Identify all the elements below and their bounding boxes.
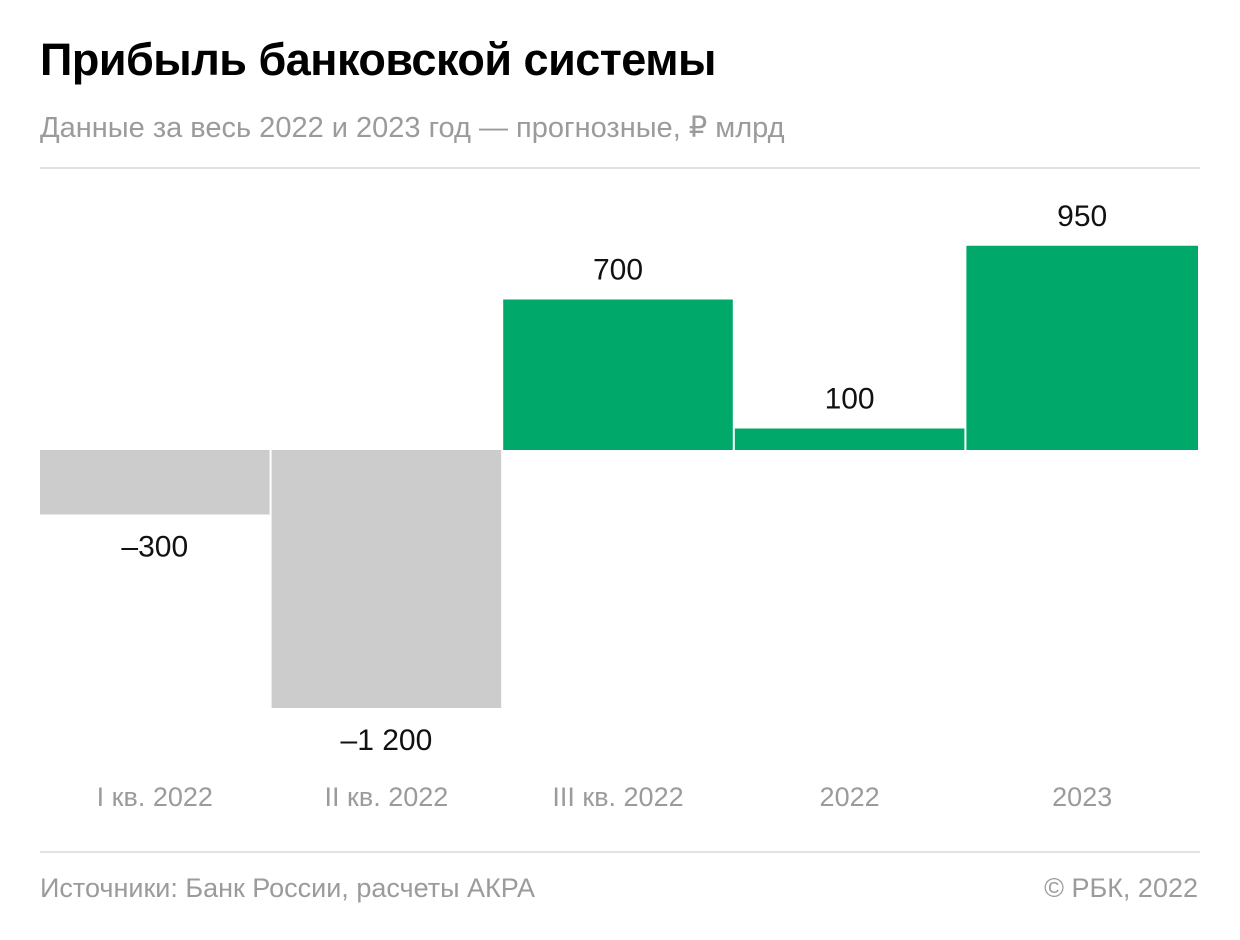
top-divider [40, 167, 1200, 169]
bar-4 [734, 428, 965, 450]
bar-5 [966, 245, 1198, 450]
value-label-1: –300 [121, 531, 188, 564]
value-label-4: 100 [825, 383, 875, 416]
chart-subtitle: Данные за весь 2022 и 2023 год — прогноз… [40, 112, 785, 144]
bar-1 [40, 450, 270, 515]
category-label-3: III кв. 2022 [552, 782, 683, 812]
copyright: © РБК, 2022 [1044, 873, 1198, 903]
source-note: Источники: Банк России, расчеты АКРА [40, 873, 535, 903]
chart-title: Прибыль банковской системы [40, 34, 716, 85]
category-label-5: 2023 [1052, 782, 1112, 812]
category-label-1: I кв. 2022 [97, 782, 213, 812]
value-label-2: –1 200 [341, 724, 433, 757]
category-label-4: 2022 [820, 782, 880, 812]
category-label-2: II кв. 2022 [325, 782, 449, 812]
value-label-3: 700 [593, 254, 643, 287]
bottom-divider [40, 851, 1200, 853]
bar-2 [271, 450, 502, 708]
value-label-5: 950 [1057, 200, 1107, 233]
bar-3 [503, 299, 733, 450]
